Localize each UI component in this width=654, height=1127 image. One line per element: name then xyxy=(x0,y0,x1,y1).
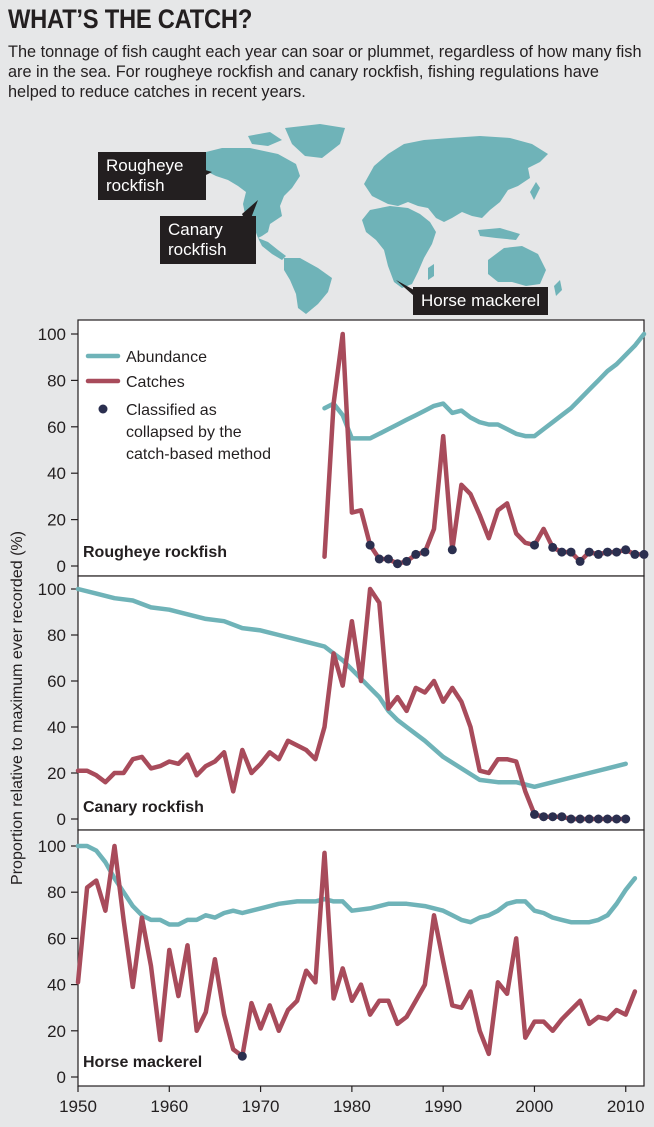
collapsed-point xyxy=(447,545,457,555)
panel-horse-mackerel: 0 20 40 60 80 100 Horse mackerel xyxy=(38,829,645,1087)
x-tick-label: 1960 xyxy=(150,1097,188,1116)
map-central-america xyxy=(258,238,286,260)
collapsed-point xyxy=(539,812,549,822)
collapsed-point xyxy=(621,545,631,555)
map-south-america xyxy=(284,258,332,314)
collapsed-point xyxy=(584,814,594,824)
collapsed-point xyxy=(402,556,412,566)
collapsed-point xyxy=(420,547,430,557)
y-tick-label: 40 xyxy=(47,718,66,737)
y-tick-label: 100 xyxy=(38,580,66,599)
collapsed-point xyxy=(603,814,612,824)
collapsed-point xyxy=(383,554,393,564)
panel-canary-rockfish: 0 20 40 60 80 100 Canary rockfish xyxy=(38,575,645,831)
collapsed-point xyxy=(603,547,612,557)
x-tick-label: 1970 xyxy=(242,1097,280,1116)
catches-line xyxy=(75,843,638,1059)
map-greenland xyxy=(285,124,345,158)
x-tick-label: 1990 xyxy=(424,1097,462,1116)
collapsed-point xyxy=(365,540,375,550)
x-tick-label: 1980 xyxy=(333,1097,371,1116)
collapsed-point xyxy=(374,554,384,564)
x-tick-label: 1950 xyxy=(59,1097,97,1116)
map-eurasia xyxy=(364,136,548,222)
pointer-horse xyxy=(396,280,414,296)
y-tick-label: 40 xyxy=(47,464,66,483)
callout-rougheye: Rougheye rockfish xyxy=(98,152,206,200)
panel-rougheye-rockfish: 0 20 40 60 80 100 Rougheye rockfish xyxy=(38,319,649,577)
collapsed-point xyxy=(237,1051,247,1061)
collapsed-point xyxy=(593,549,603,559)
callout-canary: Canary rockfish xyxy=(160,216,256,264)
map-africa xyxy=(362,206,436,288)
panel-label: Canary rockfish xyxy=(83,799,204,816)
abundance-line xyxy=(322,331,647,441)
y-tick-label: 80 xyxy=(47,371,66,390)
panel-label: Rougheye rockfish xyxy=(83,544,227,561)
y-tick-label: 60 xyxy=(47,929,66,948)
y-tick-label: 20 xyxy=(47,1022,66,1041)
y-tick-label: 100 xyxy=(38,837,66,856)
collapsed-point xyxy=(548,812,558,822)
y-tick-label: 20 xyxy=(47,511,66,530)
legend-label-abundance: Abundance xyxy=(126,349,207,366)
collapsed-point xyxy=(575,556,585,566)
panel-frame xyxy=(77,829,645,1087)
y-tick-label: 80 xyxy=(47,883,66,902)
world-map xyxy=(192,124,562,314)
collapsed-point xyxy=(612,547,622,557)
y-tick-label: 60 xyxy=(47,672,66,691)
collapsed-point xyxy=(593,814,603,824)
collapsed-point xyxy=(630,549,640,559)
y-tick-label: 0 xyxy=(57,1068,66,1087)
map-australia xyxy=(488,246,546,286)
collapsed-point xyxy=(548,542,558,552)
collapsed-point xyxy=(557,812,567,822)
abundance-line xyxy=(75,843,638,927)
collapsed-point xyxy=(566,814,576,824)
y-axis-label: Proportion relative to maximum ever reco… xyxy=(9,531,26,885)
y-tick-label: 0 xyxy=(57,810,66,829)
x-tick-label: 2000 xyxy=(516,1097,554,1116)
collapsed-point xyxy=(557,547,567,557)
x-tick-label: 2010 xyxy=(607,1097,645,1116)
y-tick-label: 40 xyxy=(47,976,66,995)
collapsed-point xyxy=(575,814,585,824)
x-axis: 1950 1960 1970 1980 1990 2000 2010 xyxy=(59,1086,645,1116)
map-indonesia xyxy=(478,228,520,240)
collapsed-point xyxy=(639,549,649,559)
collapsed-point xyxy=(612,814,622,824)
page-subtitle: The tonnage of fish caught each year can… xyxy=(8,43,642,101)
panels-layer: 0 20 40 60 80 100 Rougheye rockfish 0 20 40 60 80 10… xyxy=(38,319,649,1087)
map-arctic-islands xyxy=(248,132,282,146)
panel-frame xyxy=(77,575,645,831)
collapsed-point xyxy=(411,549,421,559)
legend-swatch-collapsed xyxy=(98,404,108,414)
map-north-america xyxy=(196,148,300,238)
y-tick-label: 20 xyxy=(47,764,66,783)
panel-frame xyxy=(77,319,645,577)
map-land xyxy=(196,124,562,314)
legend-label-collapsed: Classified as collapsed by the catch-bas… xyxy=(126,402,271,463)
collapsed-point xyxy=(393,559,402,569)
map-madagascar xyxy=(428,264,434,280)
y-tick-label: 0 xyxy=(57,557,66,576)
collapsed-point xyxy=(566,547,576,557)
collapsed-point xyxy=(621,814,631,824)
collapsed-point xyxy=(530,809,539,819)
map-new-zealand xyxy=(554,280,562,296)
y-tick-label: 60 xyxy=(47,418,66,437)
collapsed-point xyxy=(530,540,539,550)
map-japan xyxy=(530,182,540,200)
legend: Abundance Catches Classified as collapse… xyxy=(85,349,271,463)
y-tick-label: 100 xyxy=(38,325,66,344)
collapsed-point xyxy=(584,547,594,557)
y-tick-label: 80 xyxy=(47,626,66,645)
page-title: WHAT’S THE CATCH? xyxy=(8,4,253,34)
callout-horse-mackerel: Horse mackerel xyxy=(413,287,549,315)
legend-label-catches: Catches xyxy=(126,374,185,391)
panel-label: Horse mackerel xyxy=(83,1054,202,1071)
